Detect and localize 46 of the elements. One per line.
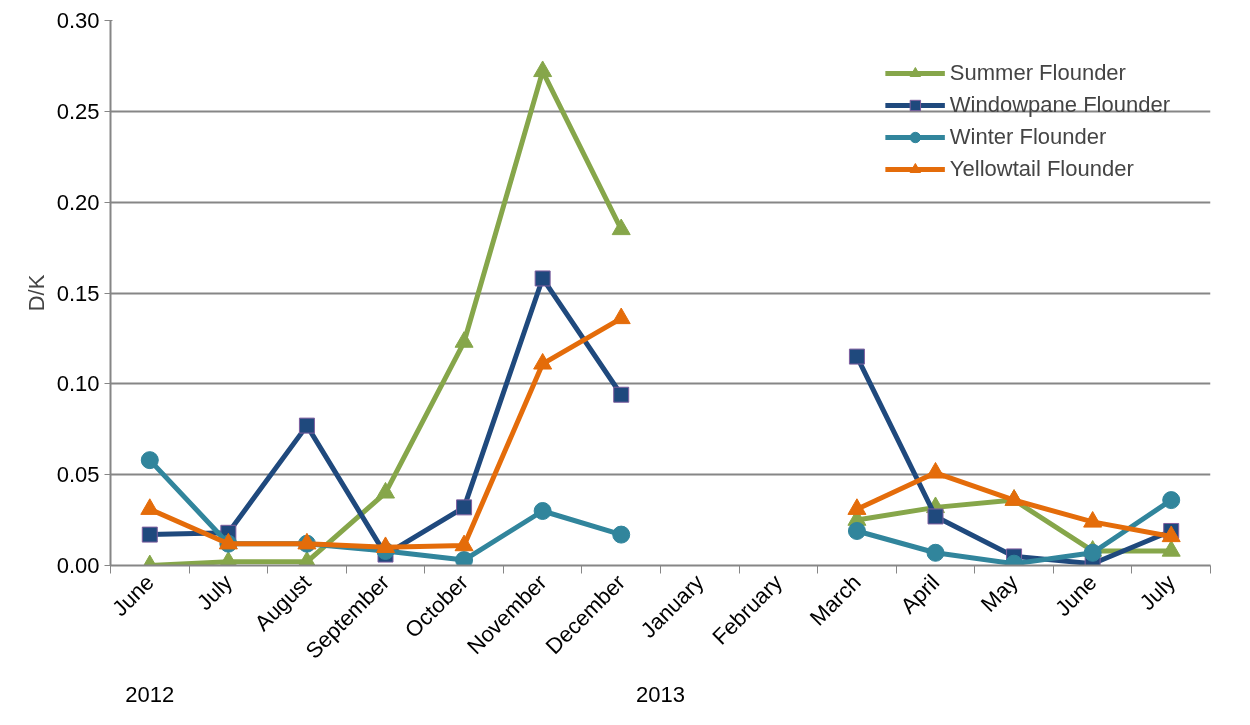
y-tick-label: 0.00 xyxy=(56,553,100,578)
point xyxy=(533,502,552,520)
y-tick-label: 0.10 xyxy=(56,371,100,397)
point xyxy=(613,386,630,403)
point xyxy=(376,481,395,499)
point xyxy=(847,522,866,540)
legend-label: Winter Flounder xyxy=(949,124,1107,150)
legend-label: Windowpane Flounder xyxy=(949,92,1170,118)
point xyxy=(533,60,553,78)
point xyxy=(454,331,474,348)
point xyxy=(1161,525,1181,543)
y-tick-label: 0.15 xyxy=(56,280,100,306)
text: 2012 xyxy=(125,681,175,707)
point xyxy=(1083,511,1103,528)
x-tick-label: July xyxy=(1134,569,1181,615)
point xyxy=(298,417,315,434)
point xyxy=(847,498,867,515)
point xyxy=(927,508,944,525)
point xyxy=(534,270,551,287)
x-tick-label: May xyxy=(975,569,1023,617)
legend-label: Yellowtail Flounder xyxy=(949,156,1134,182)
point xyxy=(140,498,160,515)
point xyxy=(612,525,631,544)
y-tick-label: 0.30 xyxy=(56,8,100,33)
point xyxy=(141,526,158,543)
legend-label: Summer Flounder xyxy=(949,60,1126,86)
y-tick-label: 0.25 xyxy=(56,98,100,124)
text: 2013 xyxy=(636,681,685,707)
point xyxy=(140,451,159,470)
point xyxy=(533,352,553,370)
point xyxy=(611,218,631,236)
point xyxy=(376,536,395,554)
y-tick-label: 0.20 xyxy=(56,189,100,215)
point xyxy=(1162,491,1181,510)
point xyxy=(926,543,945,562)
point xyxy=(455,551,474,566)
point xyxy=(926,461,945,479)
x-tick-label: July xyxy=(191,569,238,615)
y-tick-label: 0.05 xyxy=(56,462,100,488)
point xyxy=(848,348,865,365)
point xyxy=(456,499,473,516)
point xyxy=(1161,540,1181,557)
point xyxy=(611,307,631,325)
y-axis-title: D/K xyxy=(23,274,49,312)
point xyxy=(1083,543,1102,562)
point xyxy=(454,534,474,552)
